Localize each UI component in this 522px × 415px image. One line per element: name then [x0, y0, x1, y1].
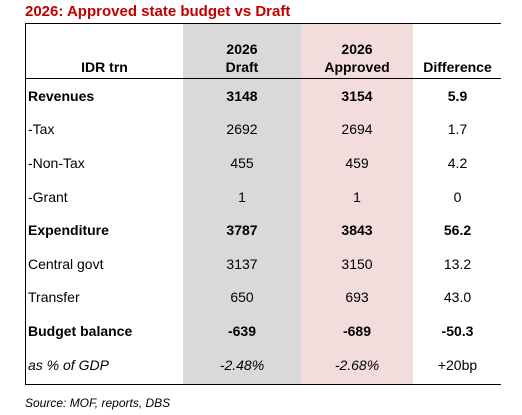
- row-label: Budget balance: [28, 322, 133, 339]
- row-difference-value: 4.2: [447, 154, 468, 171]
- row-label: Revenues: [28, 87, 95, 104]
- row-difference-value: -50.3: [441, 322, 474, 339]
- row-draft-value: 3137: [226, 255, 258, 272]
- table-header: IDR trn 2026 Draft 2026 Approved Differe…: [26, 24, 501, 79]
- row-draft-value: 650: [230, 289, 254, 306]
- budget-table: IDR trn 2026 Draft 2026 Approved Differe…: [25, 23, 501, 385]
- table-row-non-tax: -Non-Tax 455 459 4.2: [26, 146, 501, 180]
- table-row-pct-gdp: as % of GDP -2.48% -2.68% +20bp: [26, 348, 501, 382]
- row-approved-value: 1: [353, 188, 361, 205]
- row-difference-value: 43.0: [443, 289, 472, 306]
- row-approved-value: 3154: [341, 87, 373, 104]
- table-row-expenditure: Expenditure 3787 3843 56.2: [26, 213, 501, 247]
- row-difference-value: +20bp: [437, 356, 478, 373]
- draft-column-shading: [183, 24, 301, 384]
- table-title: 2026: Approved state budget vs Draft: [25, 3, 291, 20]
- row-approved-value: 459: [345, 154, 369, 171]
- table-body: Revenues 3148 3154 5.9 -Tax 2692 2694 1.…: [26, 79, 501, 381]
- row-difference-value: 0: [453, 188, 462, 205]
- header-approved-label: Approved: [324, 59, 390, 75]
- header-label-cell: IDR trn: [26, 24, 183, 78]
- header-approved-cell: 2026 Approved: [301, 24, 413, 78]
- row-approved-value: -2.68%: [334, 356, 380, 373]
- source-note: Source: MOF, reports, DBS: [25, 396, 171, 410]
- row-approved-value: 3843: [341, 222, 373, 239]
- row-difference-value: 1.7: [447, 121, 468, 138]
- approved-column-shading: [301, 24, 413, 384]
- row-draft-value: 1: [238, 188, 246, 205]
- header-draft-year: 2026: [226, 41, 258, 57]
- row-label: -Tax: [28, 121, 55, 138]
- header-approved-year: 2026: [341, 41, 373, 57]
- row-label: Transfer: [28, 289, 80, 306]
- row-approved-value: -689: [342, 322, 372, 339]
- row-draft-value: -2.48%: [219, 356, 265, 373]
- row-draft-value: 3787: [226, 222, 258, 239]
- header-difference-cell: Difference: [413, 24, 502, 78]
- row-draft-value: 455: [230, 154, 254, 171]
- row-approved-value: 3150: [341, 255, 373, 272]
- table-row-transfer: Transfer 650 693 43.0: [26, 281, 501, 315]
- table-row-central-govt: Central govt 3137 3150 13.2: [26, 247, 501, 281]
- row-difference-value: 5.9: [447, 87, 468, 104]
- row-approved-value: 693: [345, 289, 369, 306]
- row-label: Expenditure: [28, 222, 109, 239]
- row-approved-value: 2694: [341, 121, 373, 138]
- row-difference-value: 56.2: [443, 222, 472, 239]
- row-label: -Non-Tax: [28, 154, 85, 171]
- table-row-budget-balance: Budget balance -639 -689 -50.3: [26, 314, 501, 348]
- row-label: -Grant: [28, 188, 68, 205]
- header-unit: IDR trn: [81, 59, 128, 75]
- row-label: as % of GDP: [28, 356, 109, 373]
- table-row-tax: -Tax 2692 2694 1.7: [26, 113, 501, 147]
- header-draft-cell: 2026 Draft: [183, 24, 301, 78]
- table-row-grant: -Grant 1 1 0: [26, 180, 501, 214]
- header-difference-label: Difference: [423, 59, 492, 75]
- row-difference-value: 13.2: [443, 255, 472, 272]
- row-draft-value: -639: [227, 322, 257, 339]
- table-row-revenues: Revenues 3148 3154 5.9: [26, 79, 501, 113]
- row-label: Central govt: [28, 255, 104, 272]
- row-draft-value: 3148: [226, 87, 258, 104]
- header-draft-label: Draft: [225, 59, 259, 75]
- row-draft-value: 2692: [226, 121, 258, 138]
